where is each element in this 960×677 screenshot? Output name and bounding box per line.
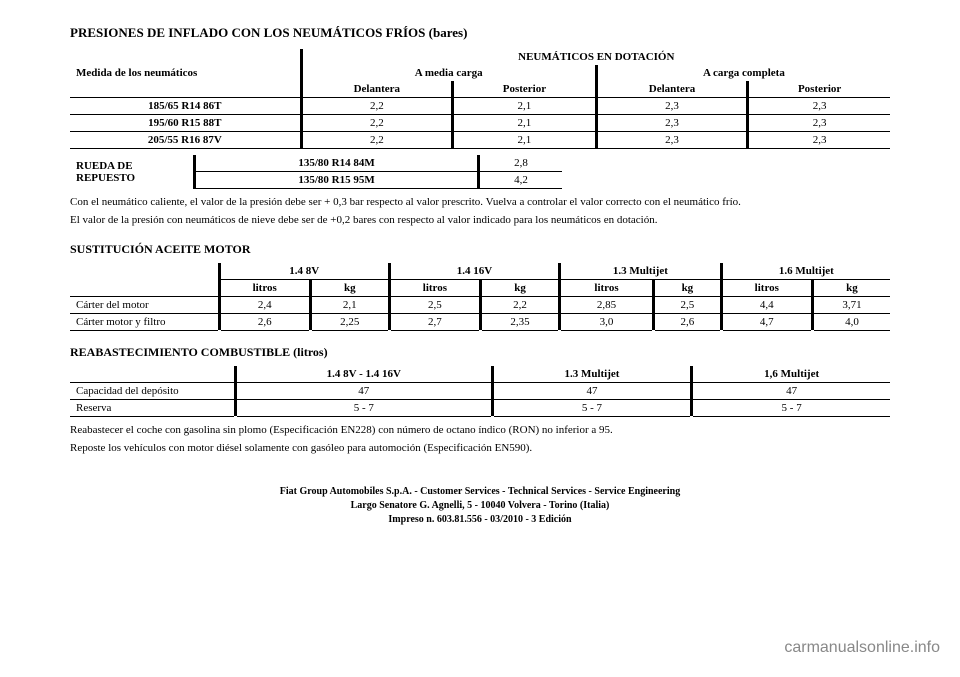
table-row: Reserva 5 - 7 5 - 7 5 - 7 (70, 399, 890, 416)
tires-col3: Delantera (598, 81, 746, 98)
footer-line2: Largo Senatore G. Agnelli, 5 - 10040 Vol… (70, 499, 890, 513)
table-row: 195/60 R15 88T 2,22,1 2,32,3 (70, 115, 890, 132)
fuel-note1: Reabastecer el coche con gasolina sin pl… (70, 423, 890, 437)
footer-line1: Fiat Group Automobiles S.p.A. - Customer… (70, 485, 890, 499)
table-row: 185/65 R14 86T 2,22,1 2,32,3 (70, 98, 890, 115)
tires-note1: Con el neumático caliente, el valor de l… (70, 195, 890, 209)
tires-subheader1: A media carga (303, 65, 595, 81)
table-row: Cárter motor y filtro 2,62,25 2,72,35 3,… (70, 313, 890, 330)
table-row: Cárter del motor 2,42,1 2,52,2 2,852,5 4… (70, 296, 890, 313)
fuel-title: REABASTECIMIENTO COMBUSTIBLE (litros) (70, 345, 890, 360)
tires-header-group: NEUMÁTICOS EN DOTACIÓN (303, 49, 890, 65)
tires-subheader2: A carga completa (598, 65, 890, 81)
oil-table: 1.4 8V 1.4 16V 1.3 Multijet 1.6 Multijet… (70, 263, 890, 331)
oil-title: SUSTITUCIÓN ACEITE MOTOR (70, 242, 890, 257)
fuel-note2: Reposte los vehículos con motor diésel s… (70, 441, 890, 455)
table-row: Capacidad del depósito 47 47 47 (70, 382, 890, 399)
tires-col1: Delantera (303, 81, 451, 98)
tires-note2: El valor de la presión con neumáticos de… (70, 213, 890, 227)
tires-title: PRESIONES DE INFLADO CON LOS NEUMÁTICOS … (70, 25, 890, 41)
tires-table: Medida de los neumáticos NEUMÁTICOS EN D… (70, 49, 890, 149)
footer-line3: Impreso n. 603.81.556 - 03/2010 - 3 Edic… (70, 513, 890, 527)
tires-col2: Posterior (454, 81, 595, 98)
spare-table: RUEDA DE REPUESTO 135/80 R14 84M 2,8 135… (70, 155, 562, 189)
footer: Fiat Group Automobiles S.p.A. - Customer… (70, 485, 890, 527)
tires-header-size: Medida de los neumáticos (70, 49, 300, 81)
table-row: 205/55 R16 87V 2,22,1 2,32,3 (70, 132, 890, 149)
fuel-table: 1.4 8V - 1.4 16V 1.3 Multijet 1,6 Multij… (70, 366, 890, 417)
tires-col4: Posterior (749, 81, 890, 98)
spare-label: RUEDA DE REPUESTO (70, 155, 193, 189)
watermark: carmanualsonline.info (784, 639, 940, 657)
